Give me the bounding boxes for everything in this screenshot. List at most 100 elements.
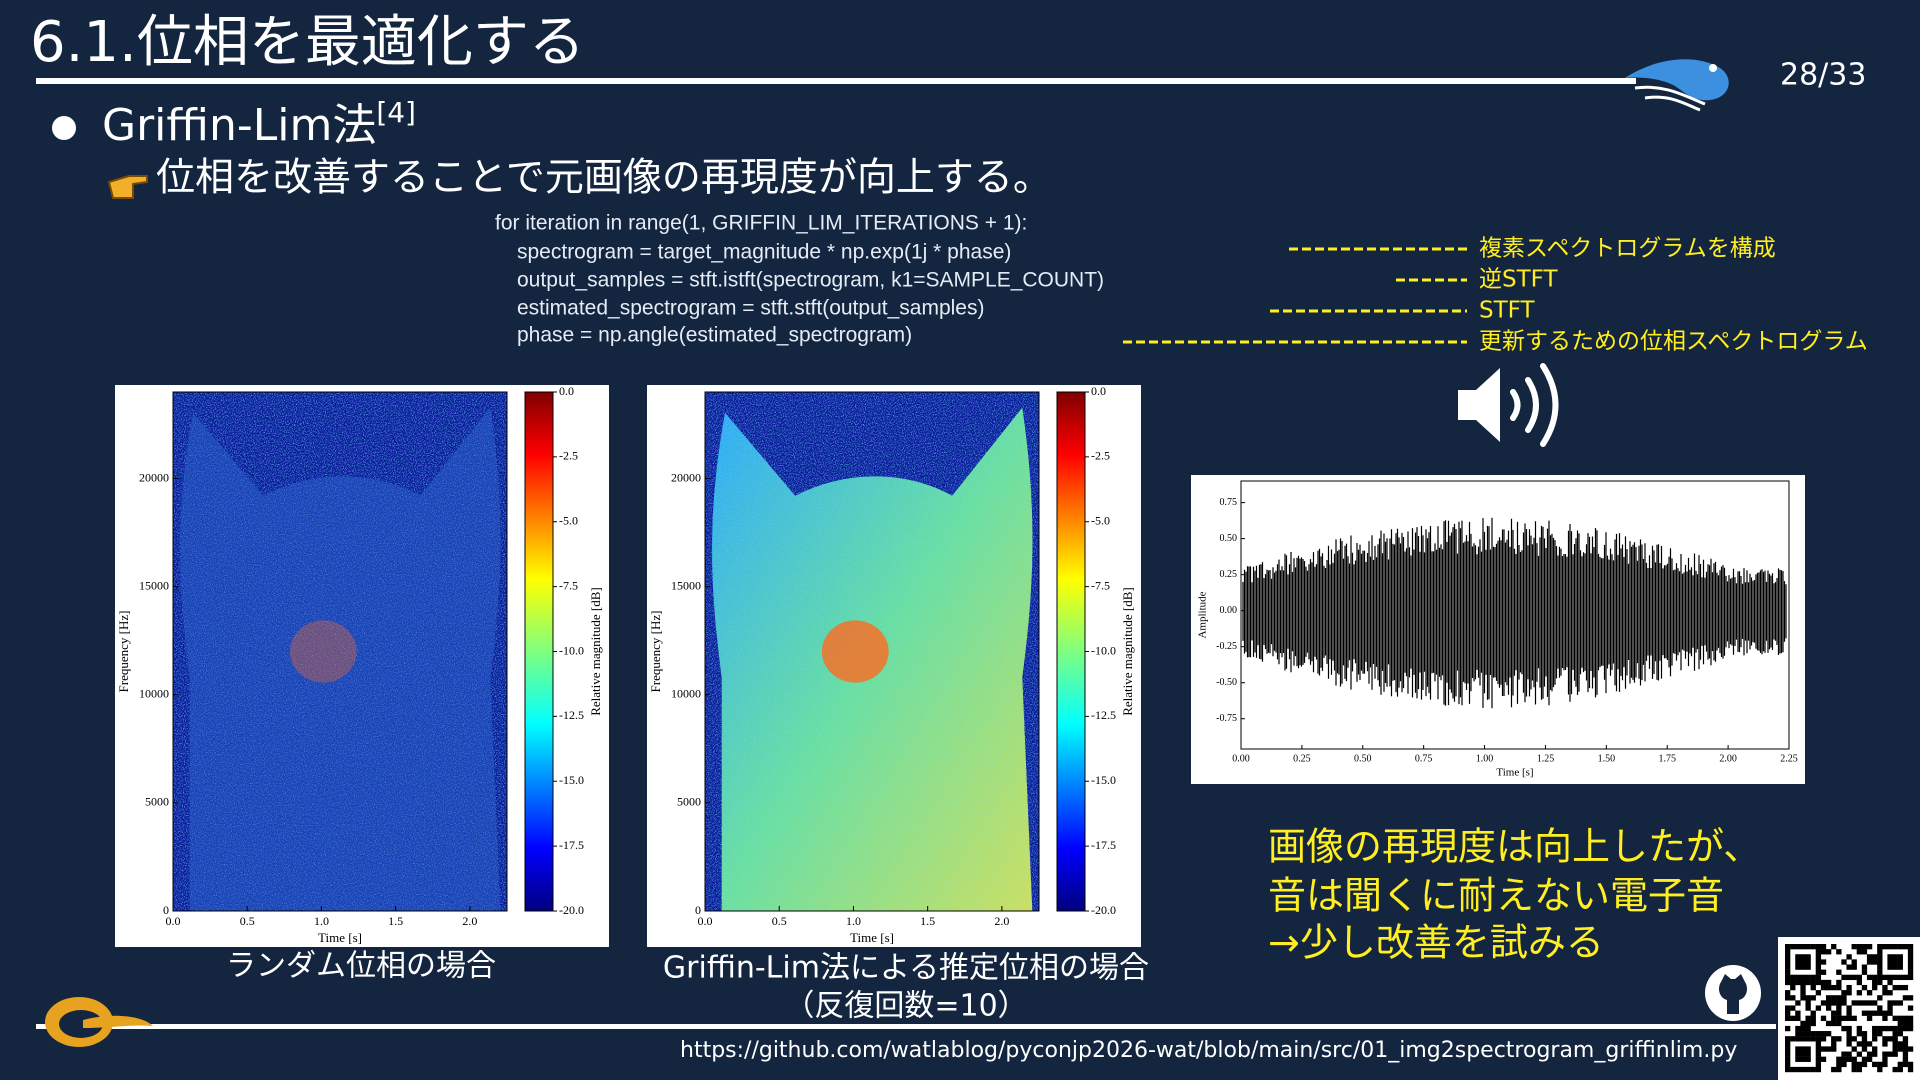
qr-module (1872, 974, 1878, 981)
qr-module (1877, 979, 1883, 986)
qr-module (1861, 1031, 1868, 1037)
qr-module (1887, 1000, 1893, 1006)
title-rule (36, 78, 1636, 84)
qr-module (1897, 1015, 1903, 1021)
qr-module (1825, 979, 1832, 986)
qr-module (1800, 959, 1806, 965)
qr-module (1820, 979, 1827, 986)
spectrogram-figure: 0.0 0.5 1.0 1.5 2.0 0 5000 10000 15000 20000 Time … (647, 384, 1141, 947)
qr-module (1825, 1000, 1832, 1006)
qr-module (1831, 1066, 1837, 1073)
logo-bottom (45, 997, 153, 1047)
qr-module (1800, 984, 1806, 991)
y-axis-label: Amplitude (1197, 591, 1209, 638)
qr-module (1897, 1046, 1903, 1052)
qr-module (1882, 1051, 1888, 1057)
annotation-label: STFT (1479, 298, 1535, 324)
qr-module (1836, 1010, 1842, 1016)
qr-module (1836, 969, 1842, 975)
qr-module (1790, 1015, 1796, 1021)
qr-module (1785, 979, 1791, 986)
qr-module (1887, 1036, 1893, 1042)
qr-module (1795, 954, 1801, 960)
qr-module (1856, 979, 1862, 986)
qr-module (1785, 1041, 1791, 1047)
qr-module (1805, 1020, 1811, 1027)
colorbar-tick-label: -17.5 (559, 838, 584, 852)
colorbar-tick-label: -20.0 (559, 903, 584, 917)
qr-module (1877, 995, 1883, 1001)
figure-caption: Griffin-Lim法による推定位相の場合 (663, 951, 1149, 986)
qr-module (1810, 944, 1816, 950)
qr-module (1856, 1061, 1862, 1068)
qr-module (1907, 969, 1914, 975)
qr-module (1866, 1056, 1873, 1062)
qr-module (1897, 1025, 1903, 1032)
qr-module (1877, 1066, 1883, 1073)
qr-module (1861, 1046, 1868, 1052)
qr-module (1815, 1046, 1822, 1052)
qr-module (1815, 949, 1822, 955)
qr-module (1861, 1010, 1868, 1016)
plot-frame (172, 391, 508, 912)
qr-module (1866, 990, 1873, 996)
x-tick-label: 1.5 (920, 914, 935, 928)
y-axis-label: Frequency [Hz] (116, 611, 131, 693)
qr-module (1846, 984, 1852, 991)
qr-module (1887, 1051, 1893, 1057)
qr-module (1805, 1000, 1811, 1006)
x-tick-label: 2.25 (1780, 753, 1798, 764)
qr-module (1825, 949, 1832, 955)
qr-module (1795, 1000, 1801, 1006)
qr-module (1892, 1015, 1898, 1021)
qr-module (1877, 974, 1883, 981)
qr-module (1851, 1015, 1857, 1021)
qr-module (1846, 1031, 1852, 1037)
x-tick-label: 2.00 (1719, 753, 1737, 764)
qr-module (1846, 1041, 1852, 1047)
qr-module (1846, 974, 1852, 981)
colorbar-tick-label: 0.0 (559, 384, 574, 398)
qr-module (1892, 974, 1898, 981)
x-tick-label: 2.0 (994, 914, 1009, 928)
qr-module (1882, 1010, 1888, 1016)
qr-module (1831, 1046, 1837, 1052)
x-tick-label: 2.0 (462, 914, 477, 928)
x-tick-label: 0.25 (1293, 753, 1311, 764)
qr-module (1892, 964, 1898, 970)
plot-frame (704, 391, 1040, 912)
x-tick-label: 0.75 (1415, 753, 1433, 764)
qr-module (1805, 1015, 1811, 1021)
qr-module (1785, 1066, 1791, 1073)
qr-module (1907, 944, 1914, 950)
qr-module (1902, 974, 1909, 981)
qr-module (1800, 1056, 1806, 1062)
qr-module (1882, 974, 1888, 981)
colorbar-tick-label: -20.0 (1091, 903, 1116, 917)
qr-module (1882, 1036, 1888, 1042)
qr-module (1902, 1051, 1909, 1057)
annotation-label: 逆STFT (1479, 267, 1558, 293)
qr-module (1810, 995, 1816, 1001)
qr-module (1872, 954, 1878, 960)
qr-module (1866, 959, 1873, 965)
qr-module (1902, 1015, 1909, 1021)
waveform-signal (1242, 517, 1787, 709)
qr-module (1815, 969, 1822, 975)
x-tick-label: 1.0 (846, 914, 861, 928)
qr-module (1861, 949, 1868, 955)
qr-module (1872, 959, 1878, 965)
qr-module (1851, 1056, 1857, 1062)
code-line: spectrogram = target_magnitude * np.exp(… (517, 241, 1011, 264)
qr-module (1805, 1031, 1811, 1037)
x-tick-label: 1.25 (1537, 753, 1555, 764)
qr-module (1825, 995, 1832, 1001)
qr-module (1815, 1005, 1822, 1011)
note-line: →少し改善を試みる (1268, 921, 1604, 965)
qr-module (1902, 1061, 1909, 1068)
qr-module (1907, 995, 1914, 1001)
qr-module (1856, 974, 1862, 981)
qr-module (1877, 1061, 1883, 1068)
